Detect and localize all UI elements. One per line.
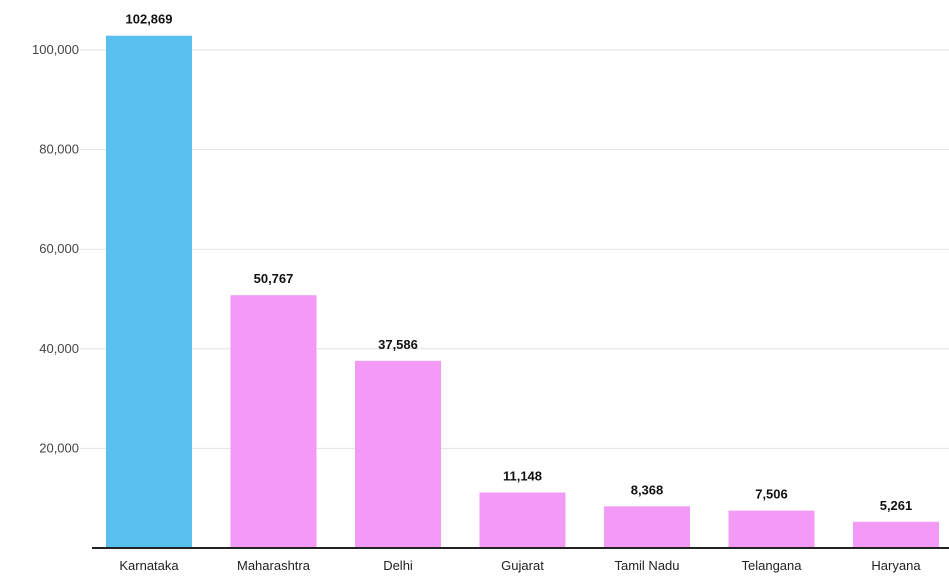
data-label: 5,261: [880, 498, 913, 513]
y-tick-label: 80,000: [39, 142, 79, 157]
data-label: 7,506: [755, 487, 788, 502]
bar-gujarat: [479, 492, 566, 548]
x-tick-label: Haryana: [871, 558, 921, 573]
data-label: 37,586: [378, 337, 418, 352]
x-tick-label: Gujarat: [501, 558, 544, 573]
y-tick-label: 100,000: [32, 42, 79, 57]
data-label: 8,368: [631, 482, 664, 497]
bar-haryana: [853, 521, 939, 548]
x-tick-label: Telangana: [742, 558, 803, 573]
x-tick-label: Delhi: [383, 558, 413, 573]
y-tick-label: 60,000: [39, 241, 79, 256]
bar-tamil-nadu: [604, 506, 690, 548]
y-tick-label: 20,000: [39, 440, 79, 455]
x-tick-label: Maharashtra: [237, 558, 311, 573]
bar-maharashtra: [230, 295, 317, 548]
bar-telangana: [728, 510, 815, 548]
data-label: 11,148: [503, 468, 542, 483]
bar-delhi: [355, 360, 441, 548]
bar-karnataka: [106, 35, 192, 548]
data-label: 102,869: [126, 12, 173, 27]
y-tick-label: 40,000: [39, 341, 79, 356]
data-label: 50,767: [254, 271, 294, 286]
x-tick-label: Tamil Nadu: [614, 558, 679, 573]
x-tick-label: Karnataka: [119, 558, 179, 573]
